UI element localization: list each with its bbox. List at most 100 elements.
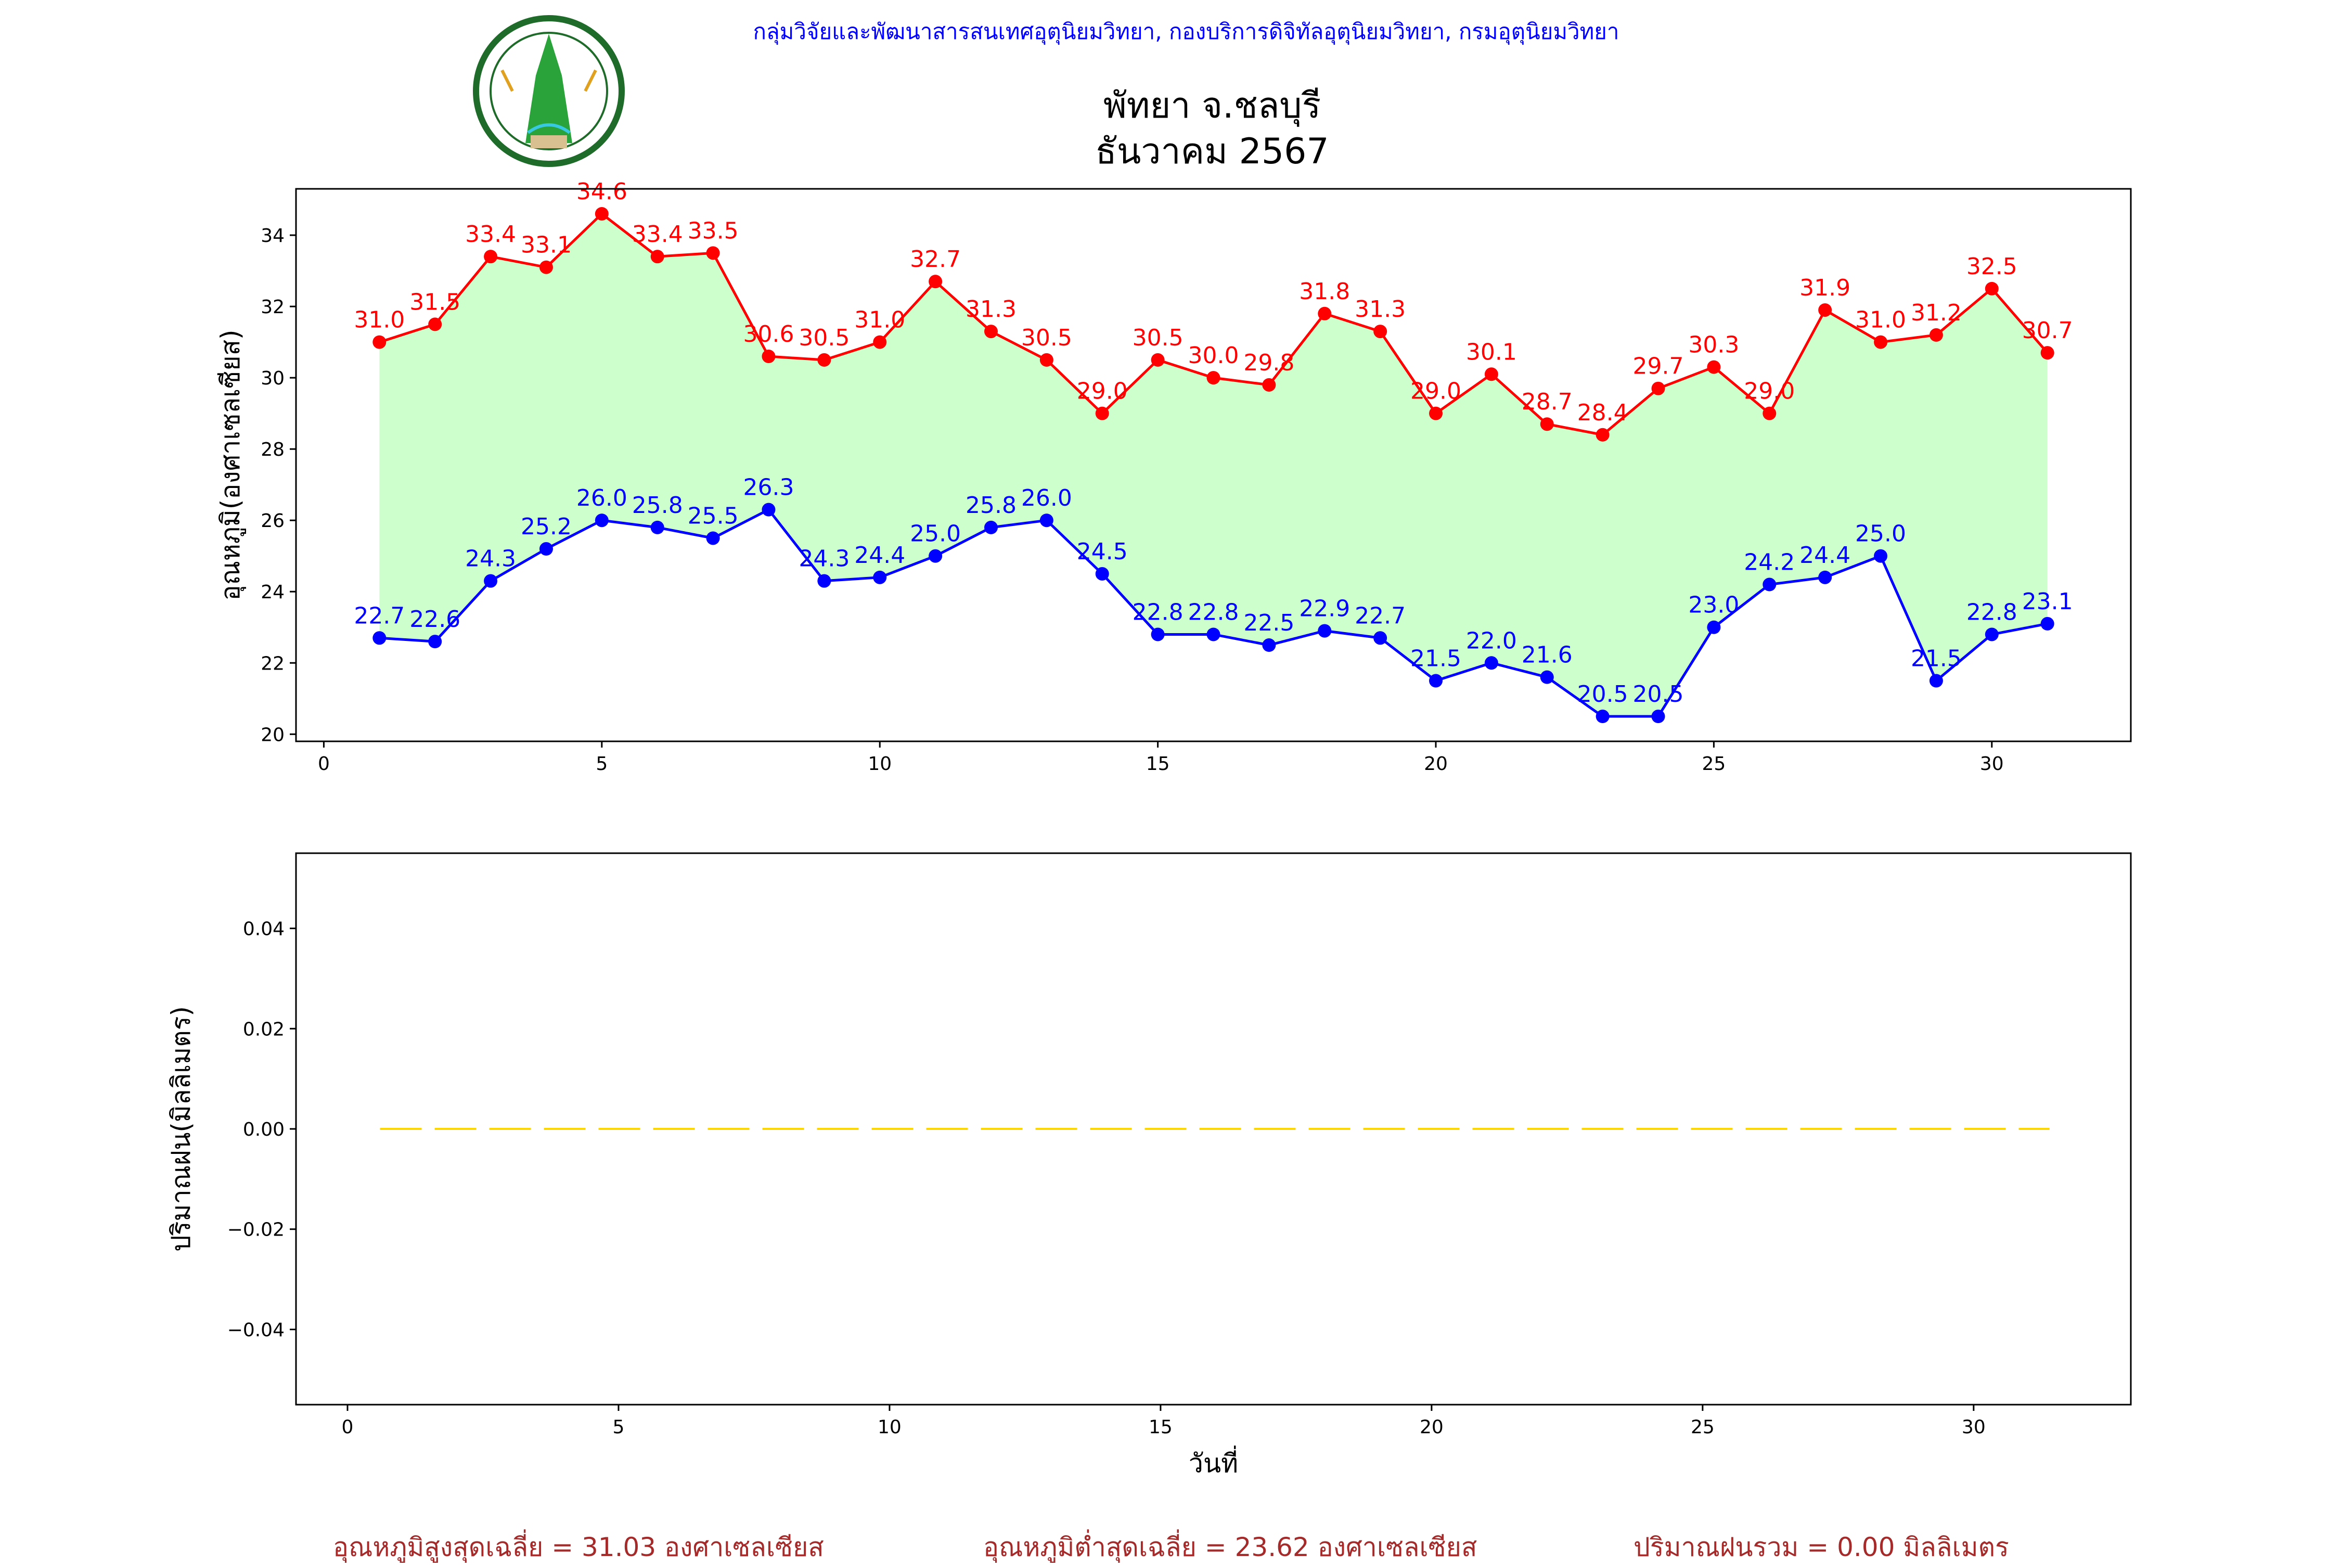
- rain-ytick-label: 0.02: [243, 1019, 285, 1040]
- max-temp-label: 32.5: [1966, 253, 2017, 280]
- min-temp-point: [1373, 631, 1387, 645]
- organization-line: กลุ่มวิจัยและพัฒนาสารสนเทศอุตุนิยมวิทยา,…: [753, 19, 1619, 44]
- min-temp-label: 23.0: [1688, 592, 1739, 619]
- min-temp-label: 21.5: [1410, 646, 1461, 672]
- min-temp-point: [762, 503, 776, 517]
- min-temp-label: 22.7: [1355, 602, 1406, 629]
- max-temp-label: 28.7: [1522, 389, 1573, 415]
- min-temp-point: [650, 520, 664, 534]
- max-temp-label: 33.4: [632, 221, 683, 248]
- temperature-plot-frame: [295, 188, 2132, 742]
- temp-xtick-label: 10: [868, 753, 892, 775]
- max-temp-label: 31.9: [1799, 275, 1850, 301]
- min-temp-point: [1651, 710, 1665, 724]
- max-temp-label: 32.7: [910, 246, 961, 273]
- min-temp-label: 25.0: [910, 521, 961, 547]
- rain-plot-frame: [295, 852, 2132, 1406]
- min-temp-label: 20.5: [1577, 681, 1628, 708]
- max-temp-point: [873, 335, 887, 349]
- min-temp-label: 25.0: [1855, 521, 1906, 547]
- rain-ytick-label: −0.04: [227, 1319, 285, 1341]
- min-temp-label: 25.5: [688, 503, 739, 529]
- min-temp-label: 24.5: [1077, 538, 1128, 565]
- max-temp-label: 30.6: [743, 321, 794, 348]
- min-temp-point: [539, 542, 553, 556]
- max-temp-point: [1151, 353, 1165, 367]
- max-temp-point: [2040, 346, 2054, 360]
- min-temp-point: [1206, 627, 1220, 641]
- temp-ytick-label: 30: [261, 368, 285, 389]
- min-temp-label: 26.0: [576, 485, 627, 511]
- min-temp-label: 22.6: [409, 606, 460, 633]
- max-temp-label: 29.7: [1633, 353, 1684, 380]
- max-temp-point: [1429, 406, 1443, 420]
- temp-xtick-label: 5: [596, 753, 608, 775]
- max-temp-point: [1818, 303, 1832, 317]
- temp-ytick-label: 32: [261, 297, 285, 318]
- rain-xtick-label: 10: [878, 1417, 902, 1438]
- max-temp-point: [1651, 381, 1665, 395]
- rain-xlabel: วันที่: [1189, 1446, 1238, 1479]
- max-temp-point: [484, 250, 498, 264]
- max-temp-point: [1763, 406, 1777, 420]
- max-temp-point: [539, 260, 553, 274]
- max-temp-point: [1039, 353, 1053, 367]
- min-temp-point: [1318, 624, 1332, 638]
- rain-xtick-label: 20: [1420, 1417, 1444, 1438]
- min-temp-label: 26.0: [1021, 485, 1072, 511]
- max-temp-point: [650, 250, 664, 264]
- max-temp-point: [1262, 378, 1276, 392]
- max-temp-label: 31.3: [1355, 296, 1406, 323]
- max-temp-label: 33.4: [465, 221, 516, 248]
- max-temp-label: 33.1: [521, 232, 572, 259]
- max-temp-point: [1540, 417, 1554, 431]
- avg-max-temp: อุณหภูมิสูงสุดเฉลี่ย = 31.03 องศาเซลเซีย…: [333, 1532, 824, 1562]
- min-temp-label: 24.3: [465, 546, 516, 572]
- avg-min-temp: อุณหภูมิต่ำสุดเฉลี่ย = 23.62 องศาเซลเซีย…: [983, 1532, 1477, 1562]
- rain-xtick-label: 15: [1149, 1417, 1173, 1438]
- min-temp-label: 22.7: [354, 602, 405, 629]
- max-temp-label: 30.1: [1466, 339, 1517, 365]
- temp-ytick-label: 34: [261, 225, 285, 247]
- max-temp-point: [1484, 367, 1498, 381]
- min-temp-label: 24.2: [1744, 549, 1795, 576]
- min-temp-label: 21.5: [1911, 646, 1962, 672]
- min-temp-point: [2040, 616, 2054, 631]
- min-temp-label: 25.8: [966, 492, 1017, 519]
- temp-ytick-label: 26: [261, 510, 285, 532]
- max-temp-label: 29.0: [1077, 378, 1128, 405]
- min-temp-label: 24.4: [1799, 542, 1850, 569]
- max-temp-point: [1095, 406, 1109, 420]
- chart-title: พัทยา จ.ชลบุรี ธันวาคม 2567: [952, 83, 1472, 175]
- max-temp-label: 33.5: [688, 217, 739, 244]
- max-temp-label: 30.5: [799, 325, 850, 351]
- min-temp-point: [984, 520, 998, 534]
- min-temp-point: [1818, 570, 1832, 584]
- max-temp-point: [1985, 281, 1999, 295]
- rain-ytick-label: 0.04: [243, 919, 285, 940]
- max-temp-label: 31.0: [354, 307, 405, 333]
- min-temp-point: [1151, 627, 1165, 641]
- max-temp-label: 30.7: [2022, 317, 2073, 344]
- meteorological-department-logo: [471, 13, 627, 169]
- rain-xtick-label: 5: [613, 1417, 625, 1438]
- max-temp-label: 31.0: [1855, 307, 1906, 333]
- max-temp-point: [595, 207, 609, 221]
- min-temp-point: [1707, 620, 1721, 634]
- max-temp-label: 30.5: [1021, 325, 1072, 351]
- min-temp-label: 22.8: [1188, 599, 1239, 625]
- max-temp-label: 34.6: [576, 178, 627, 205]
- min-temp-point: [1596, 710, 1610, 724]
- temp-ytick-label: 22: [261, 653, 285, 674]
- min-temp-point: [929, 549, 943, 563]
- max-temp-point: [1929, 328, 1943, 342]
- temp-xtick-label: 20: [1424, 753, 1448, 775]
- max-temp-label: 30.5: [1133, 325, 1184, 351]
- rain-xtick-label: 30: [1962, 1417, 1986, 1438]
- min-temp-label: 25.2: [521, 513, 572, 540]
- max-temp-label: 29.0: [1410, 378, 1461, 405]
- min-temp-point: [595, 513, 609, 528]
- max-temp-point: [1373, 325, 1387, 339]
- min-temp-point: [1039, 513, 1053, 528]
